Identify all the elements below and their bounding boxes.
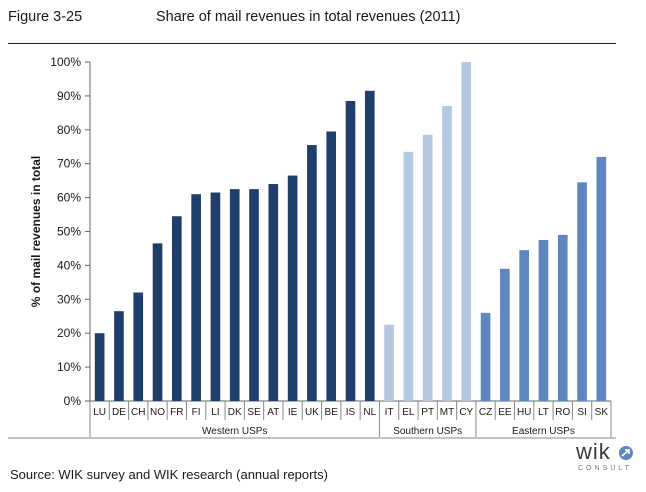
y-tick-label: 30% (57, 292, 81, 306)
x-tick-label: NO (150, 407, 165, 418)
x-tick-label: PT (421, 407, 434, 418)
bar (364, 90, 375, 401)
x-tick-label: HU (517, 407, 531, 418)
bar (152, 243, 163, 401)
x-tick-label: IE (288, 407, 298, 418)
logo-arrow-icon (619, 446, 633, 460)
x-tick-label: RO (555, 407, 570, 418)
bar (403, 151, 414, 401)
y-tick-label: 90% (57, 89, 81, 103)
figure-title: Share of mail revenues in total revenues… (156, 9, 461, 25)
x-tick-label: UK (305, 407, 319, 418)
source-note: Source: WIK survey and WIK research (ann… (10, 467, 328, 482)
bar (249, 189, 259, 401)
bar (114, 311, 124, 401)
y-axis-title: % of mail revenues in total (29, 156, 43, 307)
y-tick-label: 80% (57, 123, 81, 137)
x-tick-label: FI (192, 407, 201, 418)
x-tick-label: SE (247, 407, 261, 418)
bar (94, 333, 105, 401)
x-tick-label: CZ (479, 407, 492, 418)
x-group-label: Western USPs (202, 426, 267, 437)
top-rule (8, 43, 616, 44)
x-tick-label: IT (385, 407, 394, 418)
x-tick-label: EE (498, 407, 512, 418)
y-tick-label: 40% (57, 258, 81, 272)
x-group-label: Southern USPs (393, 426, 462, 437)
bar (268, 184, 279, 401)
bar (500, 268, 510, 401)
y-tick-label: 10% (57, 360, 81, 374)
x-tick-label: AT (267, 407, 279, 418)
bar (307, 145, 317, 401)
bar (577, 182, 587, 401)
x-tick-label: CY (459, 407, 473, 418)
bar (210, 192, 221, 401)
bar (461, 62, 472, 401)
logo-subtitle: CONSULT (578, 465, 632, 472)
x-tick-label: LI (211, 407, 219, 418)
logo-wordmark: wik (576, 439, 611, 464)
y-tick-label: 50% (57, 225, 81, 239)
bar (519, 250, 529, 401)
figure-number: Figure 3-25 (8, 9, 83, 25)
x-tick-label: NL (363, 407, 376, 418)
bar (229, 189, 240, 401)
bar (133, 292, 144, 401)
y-tick-label: 0% (64, 394, 82, 408)
x-tick-label: CH (131, 407, 145, 418)
x-tick-label: IS (346, 407, 356, 418)
bar (172, 216, 182, 401)
y-tick-label: 100% (50, 55, 81, 69)
bar (596, 156, 607, 401)
x-tick-label: DE (112, 407, 126, 418)
bar (422, 134, 433, 401)
bar (480, 312, 491, 401)
y-tick-label: 60% (57, 191, 81, 205)
y-tick-label: 20% (57, 326, 81, 340)
bar (345, 100, 356, 402)
wik-logo: wik CONSULT (572, 439, 640, 487)
x-tick-label: FR (170, 407, 183, 418)
bar (384, 324, 394, 401)
y-tick-label: 70% (57, 157, 81, 171)
bar (287, 175, 298, 401)
bar (557, 234, 568, 401)
bar (538, 239, 549, 401)
x-tick-label: EL (402, 407, 415, 418)
x-tick-label: BE (325, 407, 339, 418)
bar-chart: 0% 10% 20% 30% 40% 50% 60% 70% 80% 90% 100% % of ma… (8, 55, 616, 439)
x-tick-label: LU (93, 407, 106, 418)
x-tick-label: SK (595, 407, 609, 418)
x-tick-label: LT (538, 407, 549, 418)
x-group-label: Eastern USPs (512, 426, 575, 437)
x-tick-label: MT (440, 407, 454, 418)
x-tick-label: DK (228, 407, 242, 418)
bar (191, 194, 201, 401)
bar (326, 131, 337, 401)
bar (442, 106, 452, 401)
x-tick-label: SI (577, 407, 586, 418)
